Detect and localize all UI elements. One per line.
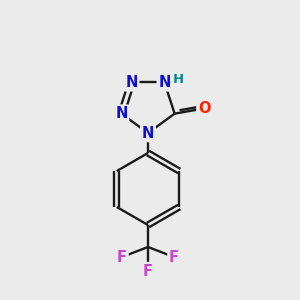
Text: F: F [117,250,127,265]
Text: N: N [142,125,154,140]
Text: N: N [125,75,138,90]
Text: O: O [198,101,210,116]
Text: H: H [173,73,184,86]
Text: N: N [115,106,128,121]
Text: F: F [169,250,179,265]
Text: N: N [158,75,171,90]
Text: F: F [143,263,153,278]
